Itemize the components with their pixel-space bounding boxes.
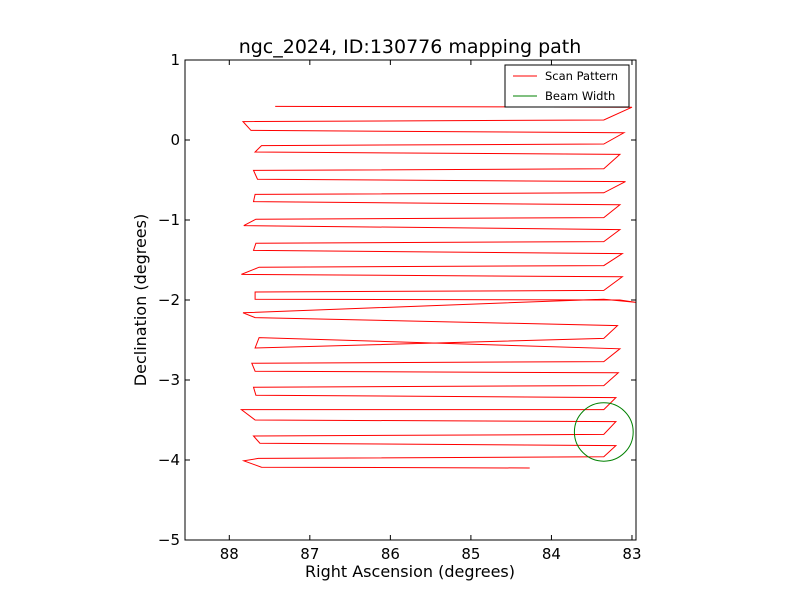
- legend-frame: [504, 64, 630, 108]
- series-layer: [239, 105, 636, 469]
- y-tick-label: −5: [158, 531, 180, 549]
- y-tick-label: −4: [158, 451, 180, 469]
- x-tick-label: 88: [220, 545, 239, 563]
- legend-label-beam-width: Beam Width: [545, 89, 615, 103]
- y-tick-label: −1: [158, 211, 180, 229]
- scan-pattern-line: [239, 105, 636, 469]
- plot-area: 88 87 86 85 84 83 1 0 −1 −2 −3 −4 −5: [158, 51, 642, 563]
- x-axis-ticks: 88 87 86 85 84 83: [220, 60, 642, 563]
- y-tick-label: 1: [170, 51, 180, 69]
- x-tick-label: 85: [461, 545, 480, 563]
- x-axis-label: Right Ascension (degrees): [305, 562, 515, 581]
- x-tick-label: 84: [542, 545, 561, 563]
- x-tick-label: 83: [622, 545, 641, 563]
- legend-label-scan-pattern: Scan Pattern: [545, 69, 618, 83]
- y-axis-ticks: 1 0 −1 −2 −3 −4 −5: [158, 51, 636, 549]
- x-tick-label: 87: [300, 545, 319, 563]
- beam-width-circle: [573, 402, 634, 462]
- y-tick-label: −2: [158, 291, 180, 309]
- y-axis-label: Declination (degrees): [131, 214, 150, 386]
- y-tick-label: −3: [158, 371, 180, 389]
- chart-title: ngc_2024, ID:130776 mapping path: [239, 36, 582, 58]
- legend: Scan Pattern Beam Width: [504, 64, 630, 108]
- y-tick-label: 0: [170, 131, 180, 149]
- x-tick-label: 86: [381, 545, 400, 563]
